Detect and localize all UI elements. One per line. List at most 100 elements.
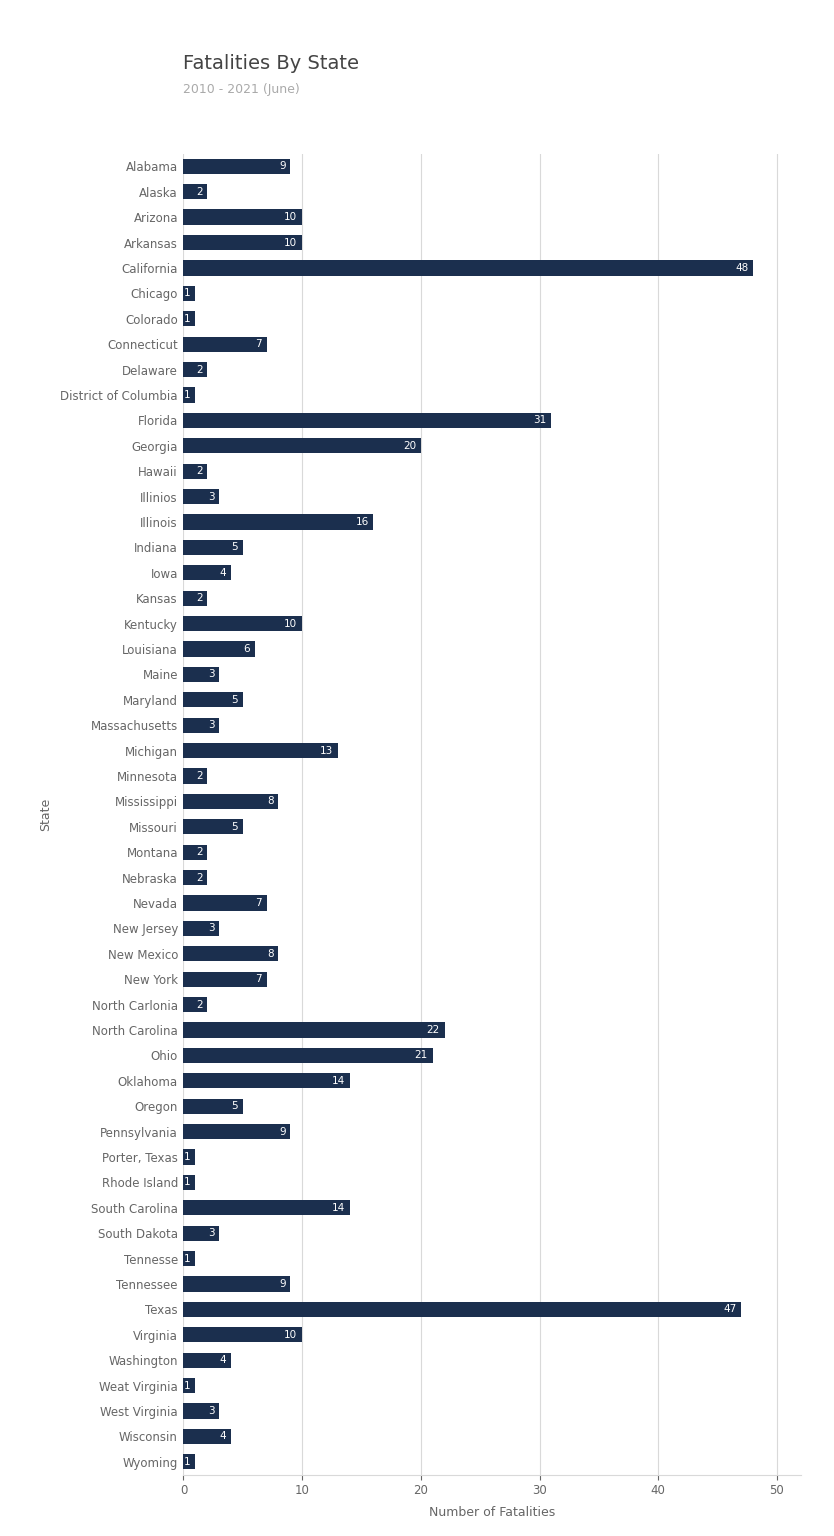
Text: 1: 1 [184,1456,191,1467]
Bar [183,743,338,759]
Text: 2: 2 [196,364,203,375]
Y-axis label: State: State [39,797,52,831]
Bar [183,387,195,402]
Bar [183,693,243,708]
Text: 1: 1 [184,1381,191,1390]
Text: 2: 2 [196,187,203,197]
Text: 7: 7 [255,974,262,985]
Bar [183,158,290,174]
Text: 1: 1 [184,390,191,399]
Text: 5: 5 [232,1101,238,1111]
Bar [183,1048,433,1063]
Text: 10: 10 [284,212,298,223]
Text: 10: 10 [284,238,298,247]
Text: 21: 21 [414,1051,428,1060]
Bar [183,920,219,935]
Text: 10: 10 [284,619,298,628]
Bar [183,260,753,275]
Bar [183,1074,349,1089]
Text: 4: 4 [219,1355,226,1366]
Text: 6: 6 [244,644,250,654]
Text: 1: 1 [184,313,191,324]
Bar [183,1404,219,1419]
Bar [183,972,267,986]
Text: 1: 1 [184,1152,191,1163]
Bar [183,464,207,479]
Text: 4: 4 [219,1432,226,1441]
Bar [183,895,267,911]
Text: 16: 16 [355,518,369,527]
Bar [183,616,302,631]
Bar [183,539,243,554]
Bar [183,1327,302,1342]
Bar [183,438,421,453]
Bar [183,717,219,733]
Bar [183,1226,219,1241]
Bar [183,209,302,224]
Text: 13: 13 [319,745,333,756]
Bar [183,1378,195,1393]
Text: 1: 1 [184,1253,191,1264]
Text: 2: 2 [196,771,203,780]
Text: 9: 9 [279,1126,285,1137]
Text: 8: 8 [267,949,274,958]
Text: 9: 9 [279,161,285,172]
Bar [183,1023,445,1038]
Bar [183,515,374,530]
Text: 5: 5 [232,542,238,553]
Text: 7: 7 [255,339,262,349]
Bar [183,642,254,656]
Text: 31: 31 [534,415,546,425]
Text: 1: 1 [184,289,191,298]
Text: 14: 14 [332,1203,345,1213]
Text: 14: 14 [332,1075,345,1086]
Bar [183,362,207,378]
Text: 8: 8 [267,796,274,806]
X-axis label: Number of Fatalities: Number of Fatalities [429,1505,555,1519]
Text: 7: 7 [255,899,262,908]
Text: 5: 5 [232,694,238,705]
Bar [183,869,207,885]
Text: 2: 2 [196,848,203,857]
Text: 10: 10 [284,1330,298,1339]
Bar [183,1353,231,1369]
Bar [183,286,195,301]
Text: 47: 47 [723,1304,736,1315]
Text: 2: 2 [196,465,203,476]
Bar [183,1200,349,1215]
Bar [183,590,207,605]
Text: Fatalities By State: Fatalities By State [183,54,359,72]
Bar [183,997,207,1012]
Bar [183,1303,741,1316]
Text: 2: 2 [196,872,203,883]
Bar [183,413,551,429]
Bar [183,235,302,250]
Bar [183,1098,243,1114]
Bar [183,1250,195,1266]
Text: 4: 4 [219,568,226,578]
Bar [183,1149,195,1164]
Bar [183,1276,290,1292]
Text: 3: 3 [208,923,214,934]
Text: 48: 48 [735,263,748,273]
Bar [183,1175,195,1190]
Bar [183,488,219,504]
Text: 5: 5 [232,822,238,833]
Bar [183,845,207,860]
Text: 2010 - 2021 (June): 2010 - 2021 (June) [183,83,300,95]
Text: 9: 9 [279,1279,285,1289]
Bar [183,184,207,200]
Text: 22: 22 [426,1025,440,1035]
Bar [183,312,195,326]
Bar [183,1455,195,1470]
Text: 3: 3 [208,492,214,502]
Text: 1: 1 [184,1178,191,1187]
Bar [183,565,231,581]
Bar [183,819,243,834]
Bar [183,667,219,682]
Text: 3: 3 [208,720,214,730]
Text: 2: 2 [196,1000,203,1009]
Bar [183,1428,231,1444]
Text: 20: 20 [403,441,416,450]
Text: 2: 2 [196,593,203,604]
